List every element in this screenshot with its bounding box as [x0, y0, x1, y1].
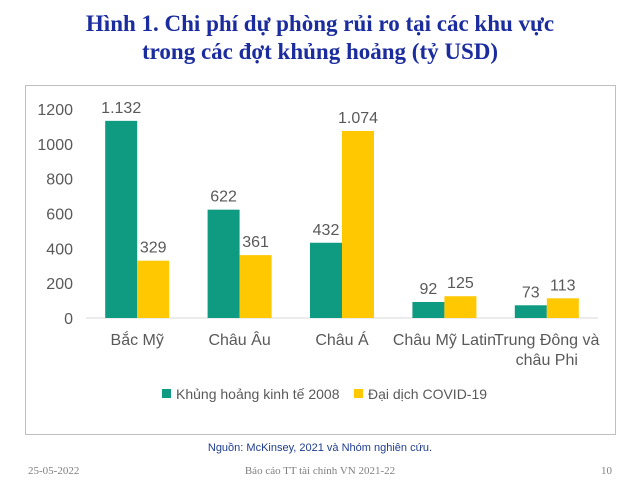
x-category-label: Trung Đông và: [494, 332, 599, 349]
bar-value-label: 329: [140, 240, 167, 257]
bar-value-label: 92: [420, 281, 438, 298]
footer-page-number: 10: [601, 465, 612, 477]
source-note: Nguồn: McKinsey, 2021 và Nhóm nghiên cứu…: [207, 442, 433, 454]
chart-title: Hình 1. Chi phí dự phòng rủi ro tại các …: [0, 10, 640, 66]
chart-title-line-1: Hình 1. Chi phí dự phòng rủi ro tại các …: [85, 11, 555, 36]
bar-value-label: 1.132: [101, 100, 141, 117]
legend-label: Đại dịch COVID-19: [368, 386, 487, 402]
bar: [412, 301, 445, 318]
y-tick-label: 200: [46, 276, 73, 293]
bar: [137, 260, 170, 318]
x-category-label: Châu Mỹ Latin: [393, 332, 496, 349]
y-tick-label: 400: [46, 241, 73, 258]
bar-chart: 0 200 400 600 800 1000 1200 1.132 622 432 92 73 329 3…: [37, 100, 599, 402]
bar-value-label: 432: [313, 222, 340, 239]
legend-swatch: [162, 389, 171, 398]
bar-value-label: 622: [210, 189, 237, 206]
bar: [444, 296, 477, 318]
legend-swatch: [354, 389, 363, 398]
chart-frame: 0 200 400 600 800 1000 1200 1.132 622 432 92 73 329 3…: [25, 85, 616, 435]
x-category-label: Bắc Mỹ: [111, 330, 164, 349]
legend-label: Khủng hoảng kinh tế 2008: [176, 386, 340, 402]
footer-date: 25-05-2022: [28, 465, 80, 477]
y-tick-label: 600: [46, 207, 73, 224]
bar-value-label: 1.074: [338, 110, 378, 127]
bar: [310, 242, 342, 318]
bar-value-label: 113: [550, 277, 576, 294]
y-tick-label: 1200: [37, 102, 73, 119]
y-tick-label: 800: [46, 172, 73, 189]
bar-value-label: 73: [522, 284, 540, 301]
bar: [514, 305, 547, 318]
bar: [342, 130, 374, 318]
bar-value-label: 125: [447, 275, 474, 292]
bar: [239, 255, 272, 318]
bar-value-label: 361: [242, 234, 269, 251]
bar: [105, 120, 138, 318]
x-category-label: châu Phi: [516, 352, 578, 369]
y-tick-label: 0: [64, 311, 73, 328]
x-category-label: Châu Âu: [208, 330, 270, 349]
x-category-label: Châu Á: [315, 330, 369, 349]
bar: [546, 298, 579, 318]
bar: [207, 209, 240, 318]
chart-title-line-2: trong các đợt khủng hoảng (tỷ USD): [141, 39, 499, 64]
footer-title: Báo cáo TT tài chính VN 2021-22: [244, 465, 396, 477]
y-tick-label: 1000: [37, 137, 73, 154]
